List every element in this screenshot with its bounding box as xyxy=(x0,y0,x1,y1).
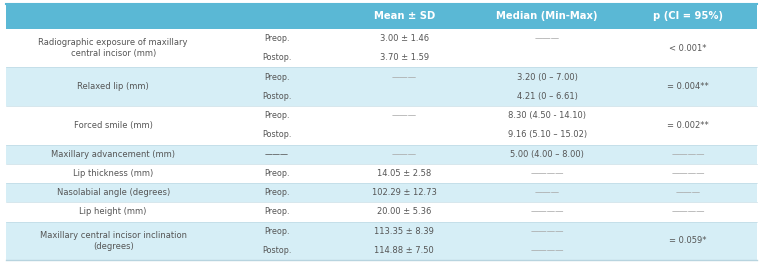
Text: Mean ± SD: Mean ± SD xyxy=(373,11,435,21)
Text: 3.70 ± 1.59: 3.70 ± 1.59 xyxy=(380,53,429,62)
Text: p (CI = 95%): p (CI = 95%) xyxy=(653,11,723,21)
Text: 114.88 ± 7.50: 114.88 ± 7.50 xyxy=(374,246,434,255)
Text: Nasolabial angle (degrees): Nasolabial angle (degrees) xyxy=(56,188,170,197)
Text: 102.29 ± 12.73: 102.29 ± 12.73 xyxy=(372,188,436,197)
Bar xyxy=(6,68,757,106)
Text: ———: ——— xyxy=(392,150,417,159)
Text: Lip height (mm): Lip height (mm) xyxy=(80,208,146,216)
Text: 113.35 ± 8.39: 113.35 ± 8.39 xyxy=(374,227,434,236)
Bar xyxy=(6,164,757,183)
Text: Preop.: Preop. xyxy=(264,111,289,120)
Text: 3.20 (0 – 7.00): 3.20 (0 – 7.00) xyxy=(517,73,578,82)
Bar xyxy=(6,29,757,68)
Text: Maxillary central incisor inclination
(degrees): Maxillary central incisor inclination (d… xyxy=(39,230,187,251)
Text: Preop.: Preop. xyxy=(264,34,289,43)
Text: ———: ——— xyxy=(534,34,559,43)
Bar xyxy=(6,144,757,164)
Text: 14.05 ± 2.58: 14.05 ± 2.58 xyxy=(377,169,431,178)
Text: Postop.: Postop. xyxy=(262,92,291,101)
Text: Forced smile (mm): Forced smile (mm) xyxy=(74,121,153,130)
Text: ————: ———— xyxy=(671,208,704,216)
Text: 9.16 (5.10 – 15.02): 9.16 (5.10 – 15.02) xyxy=(508,130,587,139)
Text: ————: ———— xyxy=(531,246,564,255)
Bar xyxy=(6,183,757,202)
Bar xyxy=(6,4,757,29)
Bar xyxy=(6,202,757,221)
Text: ———: ——— xyxy=(676,188,701,197)
Text: = 0.059*: = 0.059* xyxy=(669,236,707,245)
Text: ———: ——— xyxy=(534,188,559,197)
Text: ———: ——— xyxy=(265,150,288,159)
Text: Relaxed lip (mm): Relaxed lip (mm) xyxy=(77,82,149,91)
Text: Preop.: Preop. xyxy=(264,188,289,197)
Text: Preop.: Preop. xyxy=(264,73,289,82)
Text: Preop.: Preop. xyxy=(264,227,289,236)
Text: ———: ——— xyxy=(392,73,417,82)
Text: Median (Min-Max): Median (Min-Max) xyxy=(496,11,598,21)
Text: ————: ———— xyxy=(531,208,564,216)
Text: Radiographic exposure of maxillary
central incisor (mm): Radiographic exposure of maxillary centr… xyxy=(39,38,188,58)
Text: 4.21 (0 – 6.61): 4.21 (0 – 6.61) xyxy=(517,92,578,101)
Text: Preop.: Preop. xyxy=(264,208,289,216)
Text: < 0.001*: < 0.001* xyxy=(669,44,707,53)
Text: 3.00 ± 1.46: 3.00 ± 1.46 xyxy=(380,34,429,43)
Text: = 0.002**: = 0.002** xyxy=(667,121,709,130)
Bar xyxy=(6,106,757,144)
Text: ————: ———— xyxy=(531,227,564,236)
Text: = 0.004**: = 0.004** xyxy=(667,82,709,91)
Text: ————: ———— xyxy=(671,169,704,178)
Text: ————: ———— xyxy=(671,150,704,159)
Text: 5.00 (4.00 – 8.00): 5.00 (4.00 – 8.00) xyxy=(510,150,584,159)
Bar xyxy=(6,221,757,260)
Text: 20.00 ± 5.36: 20.00 ± 5.36 xyxy=(377,208,432,216)
Text: Postop.: Postop. xyxy=(262,246,291,255)
Text: ———: ——— xyxy=(392,111,417,120)
Text: Maxillary advancement (mm): Maxillary advancement (mm) xyxy=(51,150,175,159)
Text: 8.30 (4.50 - 14.10): 8.30 (4.50 - 14.10) xyxy=(508,111,586,120)
Text: Postop.: Postop. xyxy=(262,130,291,139)
Text: ————: ———— xyxy=(531,169,564,178)
Text: Lip thickness (mm): Lip thickness (mm) xyxy=(73,169,153,178)
Text: Preop.: Preop. xyxy=(264,169,289,178)
Text: Postop.: Postop. xyxy=(262,53,291,62)
